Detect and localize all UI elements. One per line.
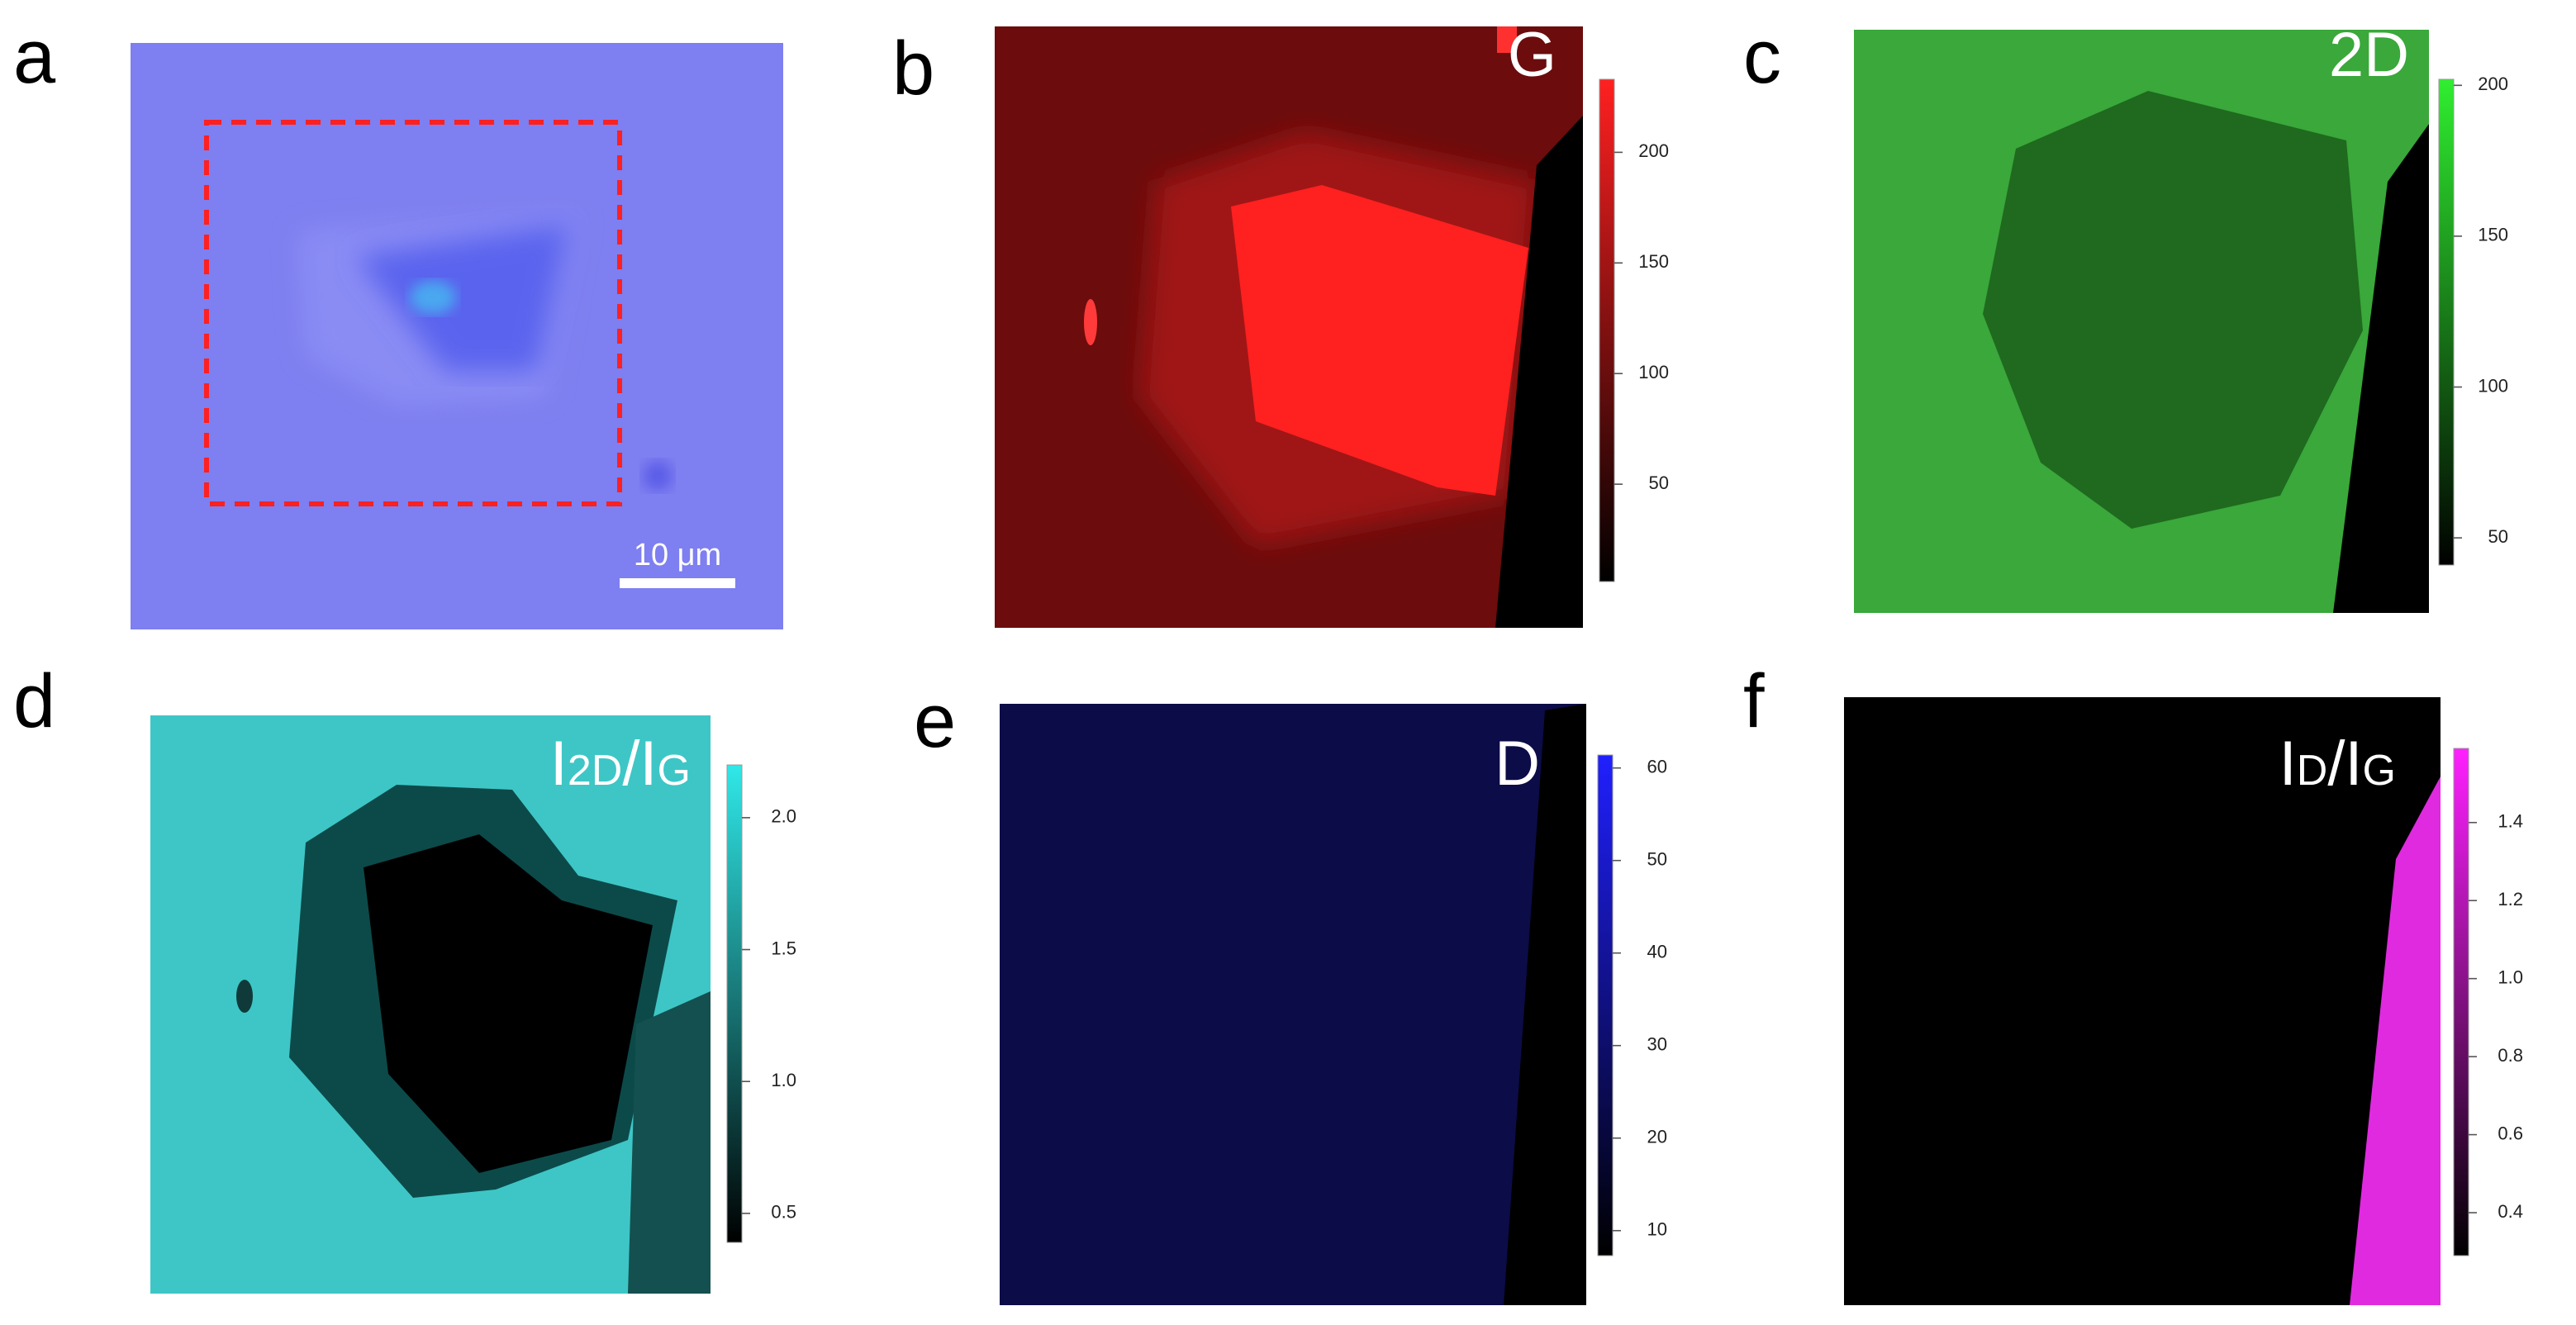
colorbar-tick-label: 1.4: [2498, 811, 2523, 832]
colorbar: [2453, 748, 2469, 1256]
panel-label: b: [892, 26, 934, 111]
colorbar-tick-label: 60: [1647, 756, 1667, 776]
colorbar-tick-label: 0.5: [771, 1202, 796, 1223]
colorbar-tick-label: 2.0: [771, 806, 796, 827]
panel-f-image: [1844, 697, 2441, 1305]
panel-label: e: [914, 679, 956, 763]
colorbar-tick-label: 1.2: [2498, 889, 2523, 909]
title-part: 2D: [2329, 20, 2409, 90]
map-title: D: [1495, 729, 1540, 799]
colorbar-tick-label: 10: [1647, 1219, 1667, 1240]
colorbar-tick-label: 50: [1647, 849, 1667, 870]
title-part: I: [2279, 729, 2297, 799]
colorbar-tick-label: 100: [1638, 362, 1669, 382]
title-part: 2D: [568, 747, 622, 795]
colorbar-tick-label: 1.0: [771, 1070, 796, 1090]
colorbar: [1597, 754, 1614, 1256]
title-part: G: [2363, 747, 2396, 795]
panel-c-image: [1854, 30, 2429, 613]
colorbar: [2438, 78, 2455, 566]
colorbar-tick-label: 0.6: [2498, 1123, 2523, 1143]
colorbar-tick-label: 150: [1638, 251, 1669, 272]
colorbar-tick-label: 1.0: [2498, 966, 2523, 987]
panel-label: f: [1743, 659, 1765, 743]
map-title: G: [1508, 20, 1557, 90]
panel-e-image: [1000, 704, 1586, 1305]
colorbar-tick-label: 1.5: [771, 938, 796, 958]
panel-label: d: [13, 659, 55, 743]
colorbar-tick-label: 200: [2478, 74, 2508, 94]
title-part: D: [1495, 729, 1540, 799]
map-title: I2D/IG: [550, 729, 691, 799]
title-part: D: [2297, 747, 2328, 795]
scale-bar-label: 10 μm: [634, 538, 721, 572]
panel-label: a: [13, 15, 56, 99]
colorbar-tick-label: 20: [1647, 1127, 1667, 1147]
title-part: I: [550, 729, 568, 799]
colorbar-tick-label: 40: [1647, 942, 1667, 962]
title-part: /I: [622, 729, 657, 799]
title-part: G: [658, 747, 691, 795]
colorbar: [1599, 78, 1615, 582]
colorbar: [726, 764, 743, 1243]
map-title: 2D: [2329, 20, 2409, 90]
colorbar-tick-label: 200: [1638, 140, 1669, 161]
map-title: ID/IG: [2279, 729, 2396, 799]
title-part: /I: [2327, 729, 2362, 799]
colorbar-tick-label: 50: [1649, 473, 1669, 493]
panel-a-image: [131, 43, 783, 629]
colorbar-tick-label: 50: [2488, 526, 2508, 547]
colorbar-tick-label: 150: [2478, 225, 2508, 245]
title-part: G: [1508, 20, 1557, 90]
panel-label: c: [1743, 15, 1781, 99]
panel-d-image: [150, 715, 711, 1294]
colorbar-tick-label: 30: [1647, 1034, 1667, 1055]
colorbar-tick-label: 100: [2478, 375, 2508, 396]
panel-b-image: [995, 26, 1583, 628]
colorbar-tick-label: 0.4: [2498, 1201, 2523, 1222]
colorbar-tick-label: 0.8: [2498, 1045, 2523, 1066]
